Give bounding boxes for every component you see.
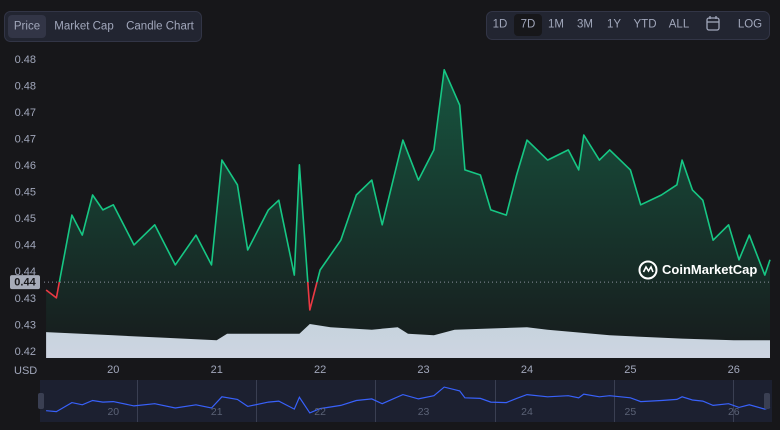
navigator-tick-label: 20 xyxy=(107,406,119,418)
range-button[interactable]: 3M xyxy=(577,19,593,31)
price-area xyxy=(46,69,771,359)
y-axis-label: USD xyxy=(14,365,37,377)
navigator-tick-label: 26 xyxy=(728,406,740,418)
range-button[interactable]: 7D xyxy=(521,19,536,31)
x-tick-label: 25 xyxy=(624,364,636,376)
tab-price[interactable]: Price xyxy=(14,21,40,33)
navigator-line xyxy=(46,386,771,414)
range-active-bg xyxy=(514,14,542,36)
current-price-label: 0.44 xyxy=(14,277,36,289)
x-tick-label: 20 xyxy=(107,364,119,376)
y-tick-label: 0.42 xyxy=(15,346,36,358)
current-price-box xyxy=(10,275,40,290)
y-tick-label: 0.47 xyxy=(15,107,36,119)
navigator-tick-label: 25 xyxy=(625,406,637,418)
plot: 0.42 0.43 0.43 0.44 0.44 0.45 0.45 0.46 0.47 0.47… xyxy=(10,54,771,376)
watermark: CoinMarketCap xyxy=(638,260,757,280)
range-button[interactable]: YTD xyxy=(634,19,657,31)
watermark-text: CoinMarketCap xyxy=(662,262,757,277)
navigator-tick-label: 22 xyxy=(314,406,326,418)
y-tick-label: 0.43 xyxy=(15,293,36,305)
ranges: 1D 7D 1M 3M 1Y YTD ALL xyxy=(493,19,690,31)
log-toggle[interactable]: LOG xyxy=(738,19,762,31)
tab-group xyxy=(4,11,202,42)
y-tick-label: 0.48 xyxy=(15,80,36,92)
x-tick-label: 23 xyxy=(417,364,429,376)
range-button[interactable]: 1Y xyxy=(607,19,621,31)
y-tick-label: 0.47 xyxy=(15,134,36,146)
range-group xyxy=(486,11,770,40)
x-tick-label: 24 xyxy=(521,364,533,376)
y-tick-label: 0.46 xyxy=(15,160,36,172)
tab-active-bg xyxy=(8,15,46,38)
range-button[interactable]: ALL xyxy=(669,19,690,31)
x-tick-label: 21 xyxy=(211,364,223,376)
navigator-tick-label: 21 xyxy=(211,406,223,418)
y-tick-label: 0.45 xyxy=(15,213,36,225)
y-tick-label: 0.45 xyxy=(15,187,36,199)
navigator-tick-label: 24 xyxy=(521,406,533,418)
x-tick-label: 22 xyxy=(314,364,326,376)
range-button[interactable]: 1M xyxy=(548,19,564,31)
range-button[interactable]: 1D xyxy=(493,19,508,31)
y-tick-label: 0.44 xyxy=(15,240,36,252)
tab-market-cap[interactable]: Market Cap xyxy=(54,21,113,33)
navigator-handle-left[interactable] xyxy=(38,393,44,409)
y-tick-label: 0.43 xyxy=(15,319,36,331)
navigator-content: 20 21 22 23 24 25 26 xyxy=(46,386,771,418)
calendar-icon[interactable] xyxy=(706,16,720,31)
x-tick-label: 26 xyxy=(728,364,740,376)
navigator-handle-right[interactable] xyxy=(764,393,770,409)
tab-candle-chart[interactable]: Candle Chart xyxy=(126,21,195,33)
y-tick-label: 0.48 xyxy=(15,54,36,66)
navigator-tick-label: 23 xyxy=(418,406,430,418)
price-line xyxy=(45,69,771,311)
